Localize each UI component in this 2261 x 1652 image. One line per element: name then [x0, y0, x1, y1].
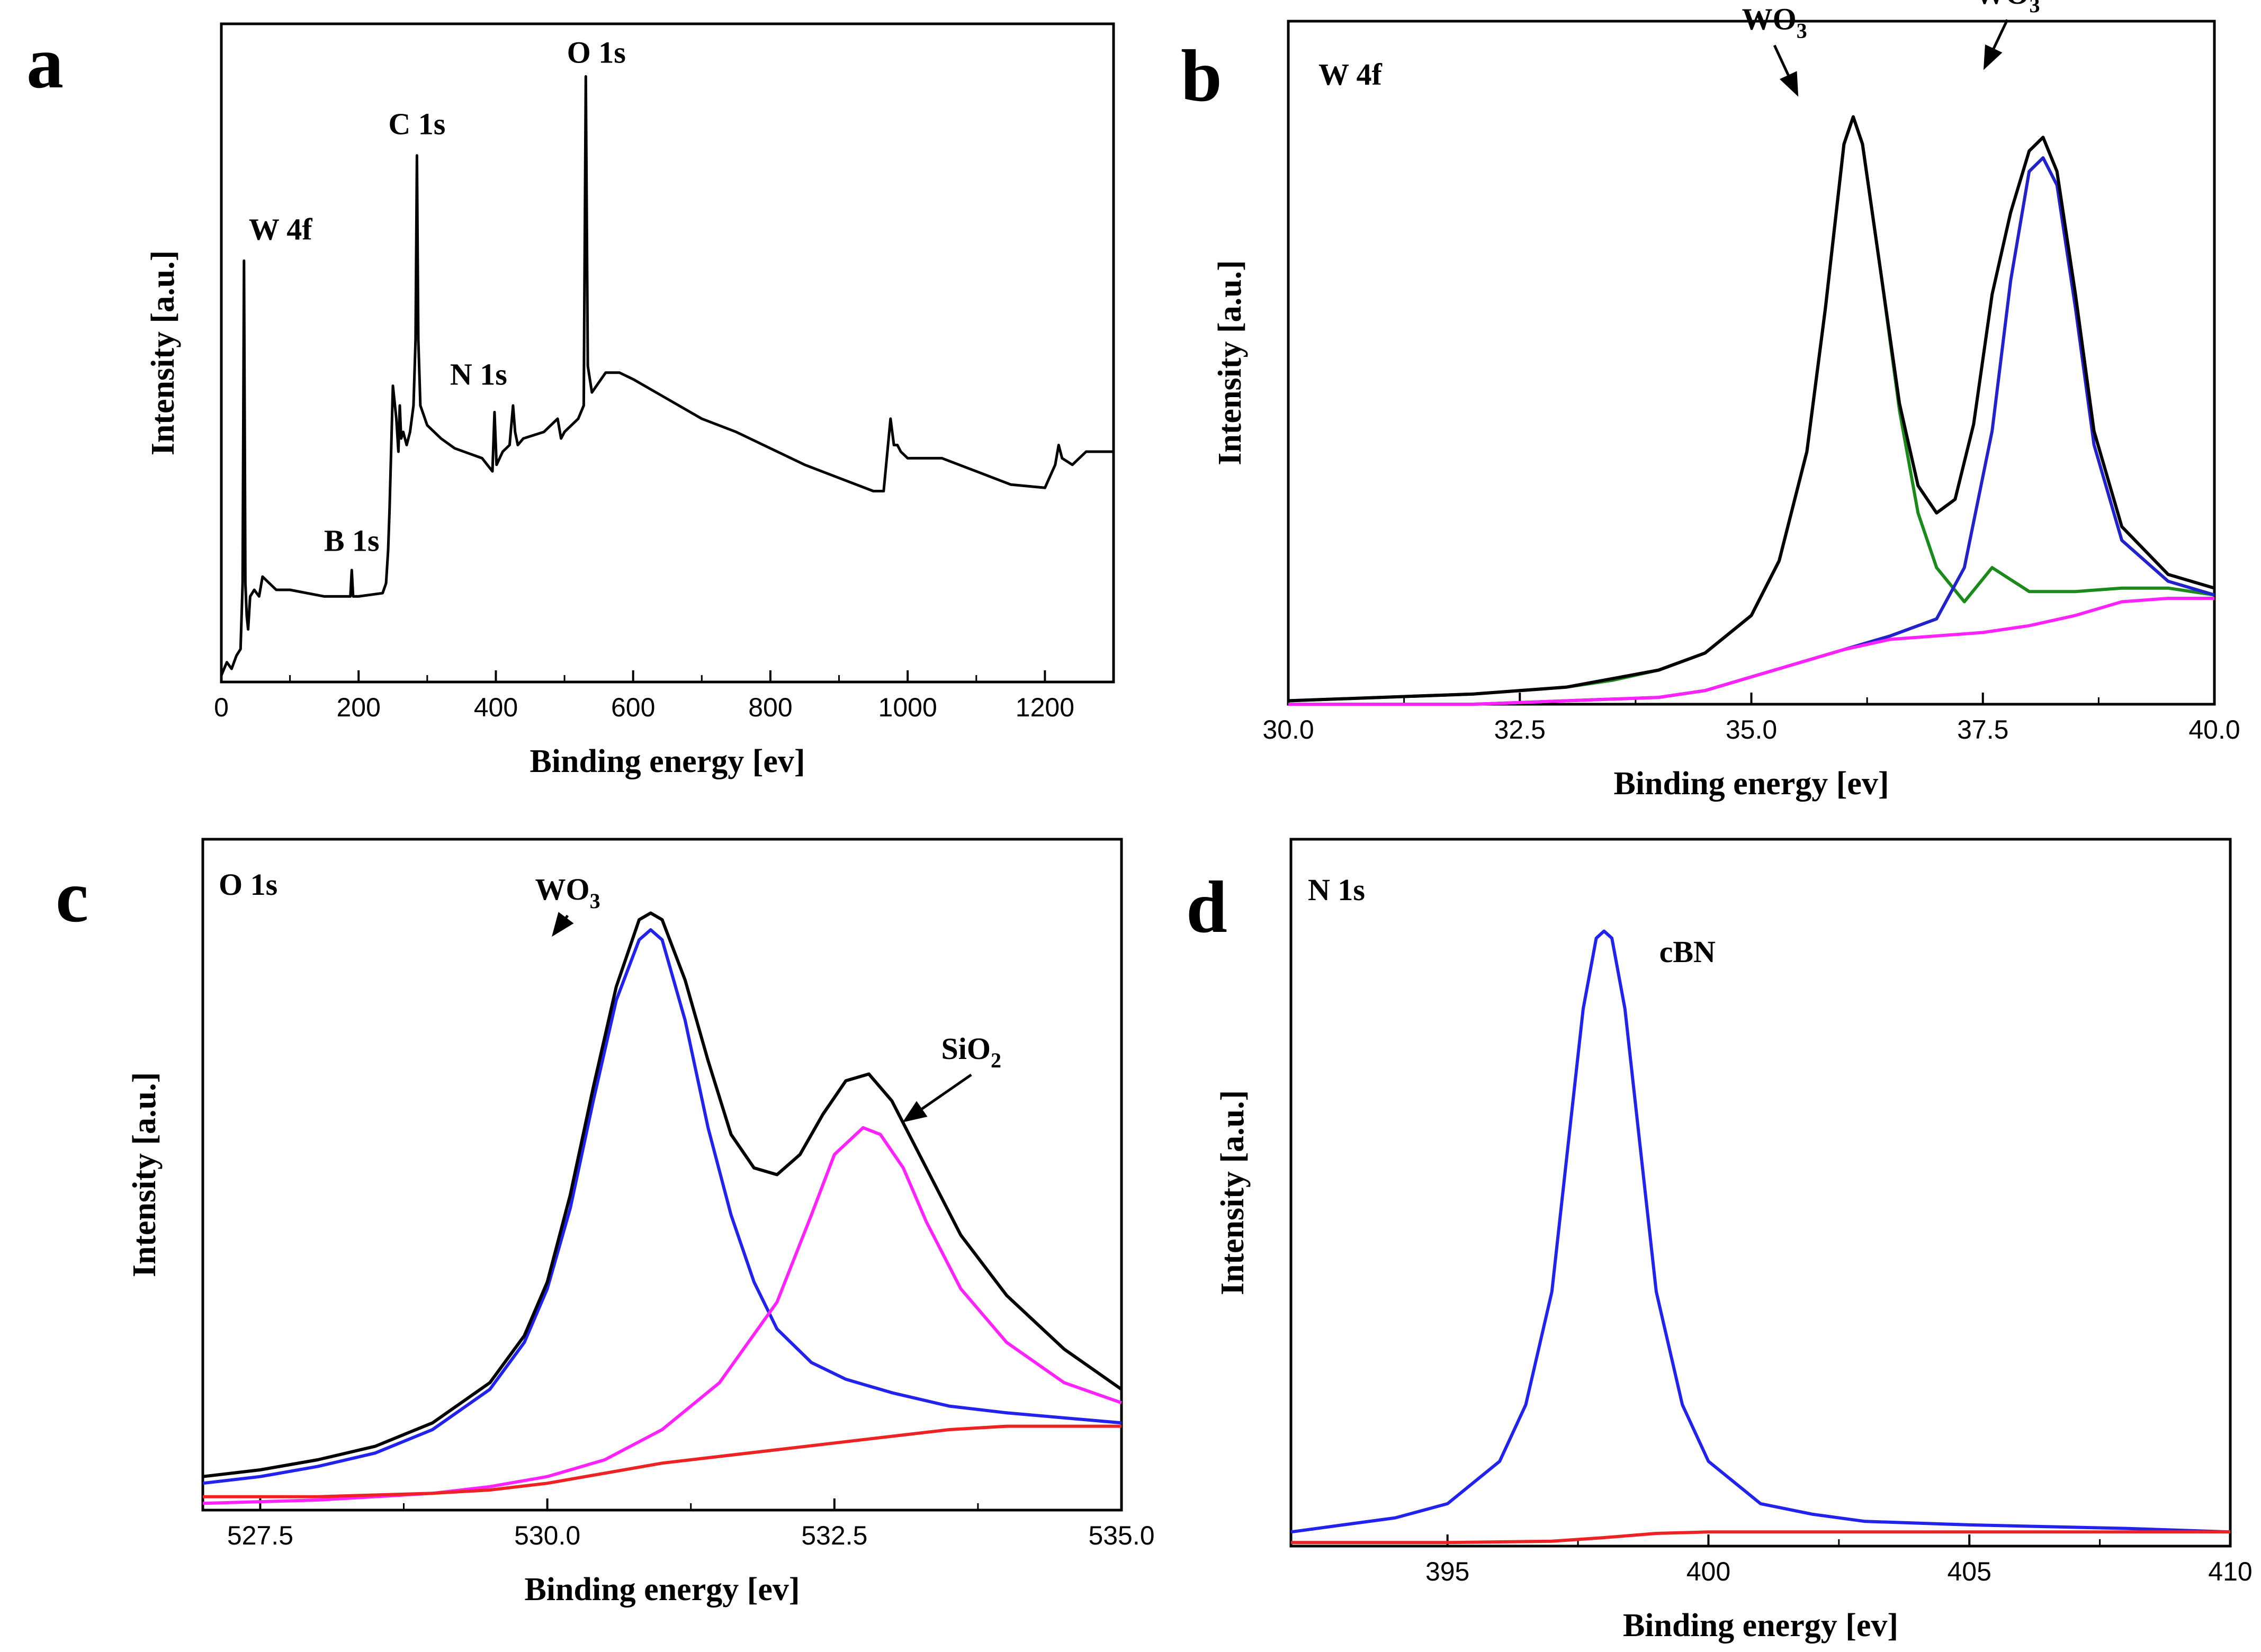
- series-line-wo3-component-2: [1288, 156, 2215, 706]
- x-axis-label: Binding energy [ev]: [1623, 1608, 1898, 1644]
- series-line-background: [203, 1424, 1121, 1498]
- plot-frame: [220, 22, 1115, 684]
- x-tick-label: 532.5: [801, 1521, 867, 1550]
- x-tick-label: 535.0: [1088, 1521, 1154, 1550]
- peak-annotation: WO3: [535, 872, 600, 913]
- panel-d: 395 400 405 410 Binding energy [ev] Intensity…: [1186, 838, 2253, 1644]
- x-tick-label: 405: [1948, 1557, 1991, 1586]
- x-tick-label: 1200: [1016, 693, 1074, 722]
- x-axis-label: Binding energy [ev]: [524, 1572, 800, 1608]
- x-tick-label: 30.0: [1262, 715, 1314, 744]
- x-tick-label: 40.0: [2188, 715, 2240, 744]
- x-tick-label: 37.5: [1957, 715, 2008, 744]
- x-tick-label: 400: [474, 693, 518, 722]
- panel-title: O 1s: [219, 867, 277, 902]
- peak-annotation: cBN: [1659, 935, 1716, 969]
- panel-a: 0 200 400 600 800 1000 1200 Binding energy [ev]…: [26, 22, 1115, 779]
- series-line-envelope: [202, 911, 1123, 1478]
- panel-letter: c: [56, 856, 88, 938]
- y-axis-label: Intensity [a.u.]: [1215, 1090, 1251, 1296]
- y-axis-label: Intensity [a.u.]: [145, 250, 181, 456]
- x-tick-label: 35.0: [1726, 715, 1777, 744]
- series-line-wo3: [202, 928, 1122, 1485]
- annotation-arrowhead: [552, 912, 574, 937]
- series-line-sio2: [202, 1126, 1122, 1505]
- x-axis-label: Binding energy [ev]: [530, 743, 805, 779]
- panel-letter: a: [26, 22, 64, 104]
- panel-b: 30.0 32.5 35.0 37.5 40.0 Binding energy [ev] I…: [1181, 0, 2240, 802]
- peak-annotation: O 1s: [567, 35, 626, 69]
- annotation-arrow: [914, 1073, 972, 1115]
- series-line-background: [1291, 1530, 2230, 1545]
- series-line-envelope: [1288, 115, 2215, 703]
- annotation-arrowhead: [902, 1101, 928, 1123]
- series-line-background: [1288, 597, 2214, 706]
- x-tick-label: 1000: [878, 693, 937, 722]
- x-axis-label: Binding energy [ev]: [1613, 766, 1889, 802]
- x-tick-label: 527.5: [227, 1521, 293, 1550]
- peak-annotation: SiO2: [941, 1031, 1002, 1072]
- x-tick-label: 200: [337, 693, 381, 722]
- panel-c: 527.5 530.0 532.5 535.0 Binding energy [ev] I…: [56, 838, 1155, 1608]
- panel-title: N 1s: [1308, 873, 1365, 907]
- peak-annotation: WO3: [1742, 2, 1807, 43]
- series-line-survey: [220, 75, 1114, 676]
- peak-annotation: N 1s: [450, 357, 507, 391]
- x-tick-label: 530.0: [514, 1521, 580, 1550]
- plot-frame: [201, 838, 1123, 1512]
- plot-frame: [1289, 838, 2232, 1548]
- series-line-cbn: [1290, 929, 2231, 1534]
- peak-annotation: C 1s: [388, 107, 445, 141]
- panel-title: W 4f: [1318, 57, 1382, 92]
- y-axis-label: Intensity [a.u.]: [1212, 260, 1248, 465]
- panel-letter: b: [1181, 35, 1222, 117]
- annotation-arrowhead: [1779, 71, 1799, 97]
- x-tick-label: 800: [748, 693, 792, 722]
- peak-annotation: B 1s: [324, 524, 380, 558]
- panel-letter: d: [1186, 866, 1227, 948]
- annotation-arrowhead: [1983, 44, 2003, 70]
- plot-frame: [1287, 20, 2216, 706]
- x-tick-label: 600: [611, 693, 655, 722]
- peak-annotation: WO3: [1975, 0, 2040, 17]
- x-tick-label: 0: [214, 693, 229, 722]
- x-tick-label: 32.5: [1494, 715, 1546, 744]
- x-tick-label: 400: [1686, 1557, 1730, 1586]
- x-tick-label: 395: [1425, 1557, 1469, 1586]
- peak-annotation: W 4f: [249, 212, 312, 246]
- y-axis-label: Intensity [a.u.]: [127, 1072, 163, 1278]
- x-tick-label: 410: [2208, 1557, 2252, 1586]
